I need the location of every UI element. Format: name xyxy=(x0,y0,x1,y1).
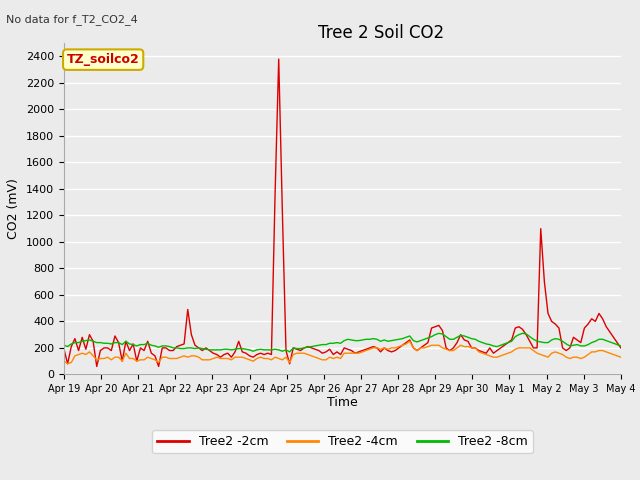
Text: No data for f_T2_CO2_4: No data for f_T2_CO2_4 xyxy=(6,14,138,25)
Line: Tree2 -4cm: Tree2 -4cm xyxy=(64,341,621,364)
Tree2 -4cm xyxy=(60,358,68,364)
X-axis label: Time: Time xyxy=(327,396,358,408)
Tree2 -2cm xyxy=(544,311,552,316)
Legend: Tree2 -2cm, Tree2 -4cm, Tree2 -8cm: Tree2 -2cm, Tree2 -4cm, Tree2 -8cm xyxy=(152,431,532,453)
Tree2 -8cm xyxy=(483,341,490,347)
Tree2 -4cm xyxy=(544,354,552,360)
Tree2 -8cm xyxy=(60,342,68,348)
Line: Tree2 -2cm: Tree2 -2cm xyxy=(64,59,621,366)
Tree2 -2cm xyxy=(522,332,530,337)
Text: TZ_soilco2: TZ_soilco2 xyxy=(67,53,140,66)
Tree2 -8cm xyxy=(522,331,530,337)
Tree2 -2cm xyxy=(420,342,428,348)
Tree2 -8cm xyxy=(617,343,625,349)
Tree2 -4cm xyxy=(617,354,625,360)
Y-axis label: CO2 (mV): CO2 (mV) xyxy=(8,179,20,239)
Tree2 -4cm xyxy=(260,356,268,361)
Tree2 -2cm xyxy=(260,352,268,358)
Tree2 -4cm xyxy=(483,352,490,358)
Tree2 -8cm xyxy=(544,340,552,346)
Tree2 -8cm xyxy=(435,330,443,336)
Title: Tree 2 Soil CO2: Tree 2 Soil CO2 xyxy=(318,24,444,42)
Tree2 -8cm xyxy=(257,347,264,352)
Tree2 -4cm xyxy=(406,338,413,344)
Tree2 -4cm xyxy=(257,354,264,360)
Tree2 -2cm xyxy=(60,347,68,352)
Tree2 -2cm xyxy=(275,56,282,62)
Line: Tree2 -8cm: Tree2 -8cm xyxy=(64,333,621,352)
Tree2 -2cm xyxy=(93,363,100,369)
Tree2 -8cm xyxy=(417,338,424,344)
Tree2 -4cm xyxy=(64,361,72,367)
Tree2 -8cm xyxy=(286,349,294,355)
Tree2 -4cm xyxy=(420,345,428,351)
Tree2 -2cm xyxy=(483,350,490,356)
Tree2 -8cm xyxy=(253,347,260,353)
Tree2 -2cm xyxy=(617,345,625,351)
Tree2 -4cm xyxy=(522,345,530,351)
Tree2 -2cm xyxy=(257,350,264,356)
